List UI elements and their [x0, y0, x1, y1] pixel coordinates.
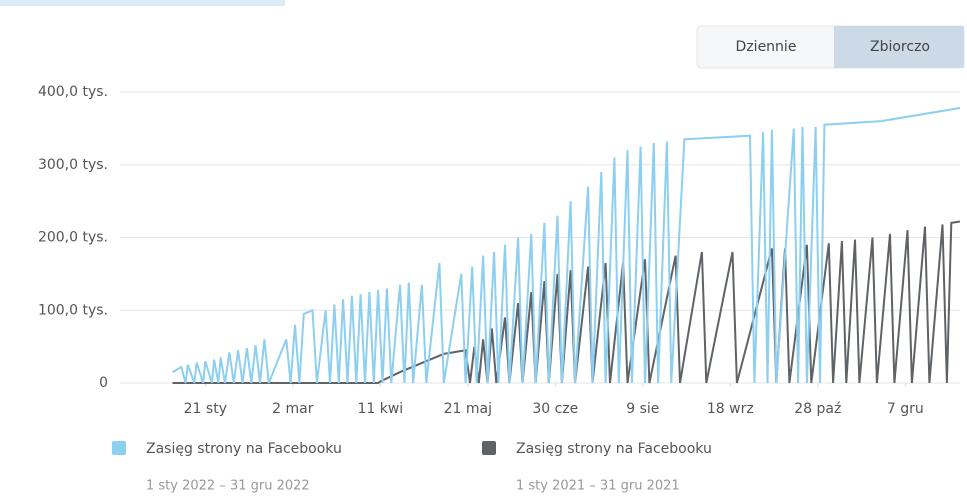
x-tick-label: 28 paź: [794, 401, 841, 417]
x-tick-label: 11 kwi: [357, 401, 403, 417]
legend-label: Zasięg strony na Facebooku: [146, 441, 342, 457]
button[interactable]: Zbiorczo: [870, 39, 930, 55]
y-tick-label: 200,0 tys.: [38, 230, 108, 246]
series-line: [171, 107, 961, 384]
x-tick-label: 9 sie: [626, 401, 659, 417]
x-tick-label: 2 mar: [272, 401, 314, 417]
legend-swatch: [112, 441, 126, 455]
x-tick-label: 7 gru: [887, 401, 924, 417]
legend-period: 1 sty 2021 – 31 gru 2021: [516, 479, 680, 494]
legend-swatch: [482, 441, 496, 455]
x-tick-label: 18 wrz: [707, 401, 754, 417]
x-tick-label: 21 maj: [444, 401, 492, 417]
legend-period: 1 sty 2022 – 31 gru 2022: [146, 479, 310, 494]
y-tick-label: 300,0 tys.: [38, 157, 108, 173]
y-tick-label: 0: [99, 375, 108, 391]
active-button-bg: [834, 26, 964, 68]
button[interactable]: Dziennie: [736, 39, 797, 55]
legend-label: Zasięg strony na Facebooku: [516, 441, 712, 457]
x-tick-label: 21 sty: [184, 401, 227, 417]
x-tick-label: 30 cze: [532, 401, 578, 417]
y-tick-label: 400,0 tys.: [38, 84, 108, 100]
y-tick-label: 100,0 tys.: [38, 302, 108, 318]
top-bar: [0, 0, 285, 6]
